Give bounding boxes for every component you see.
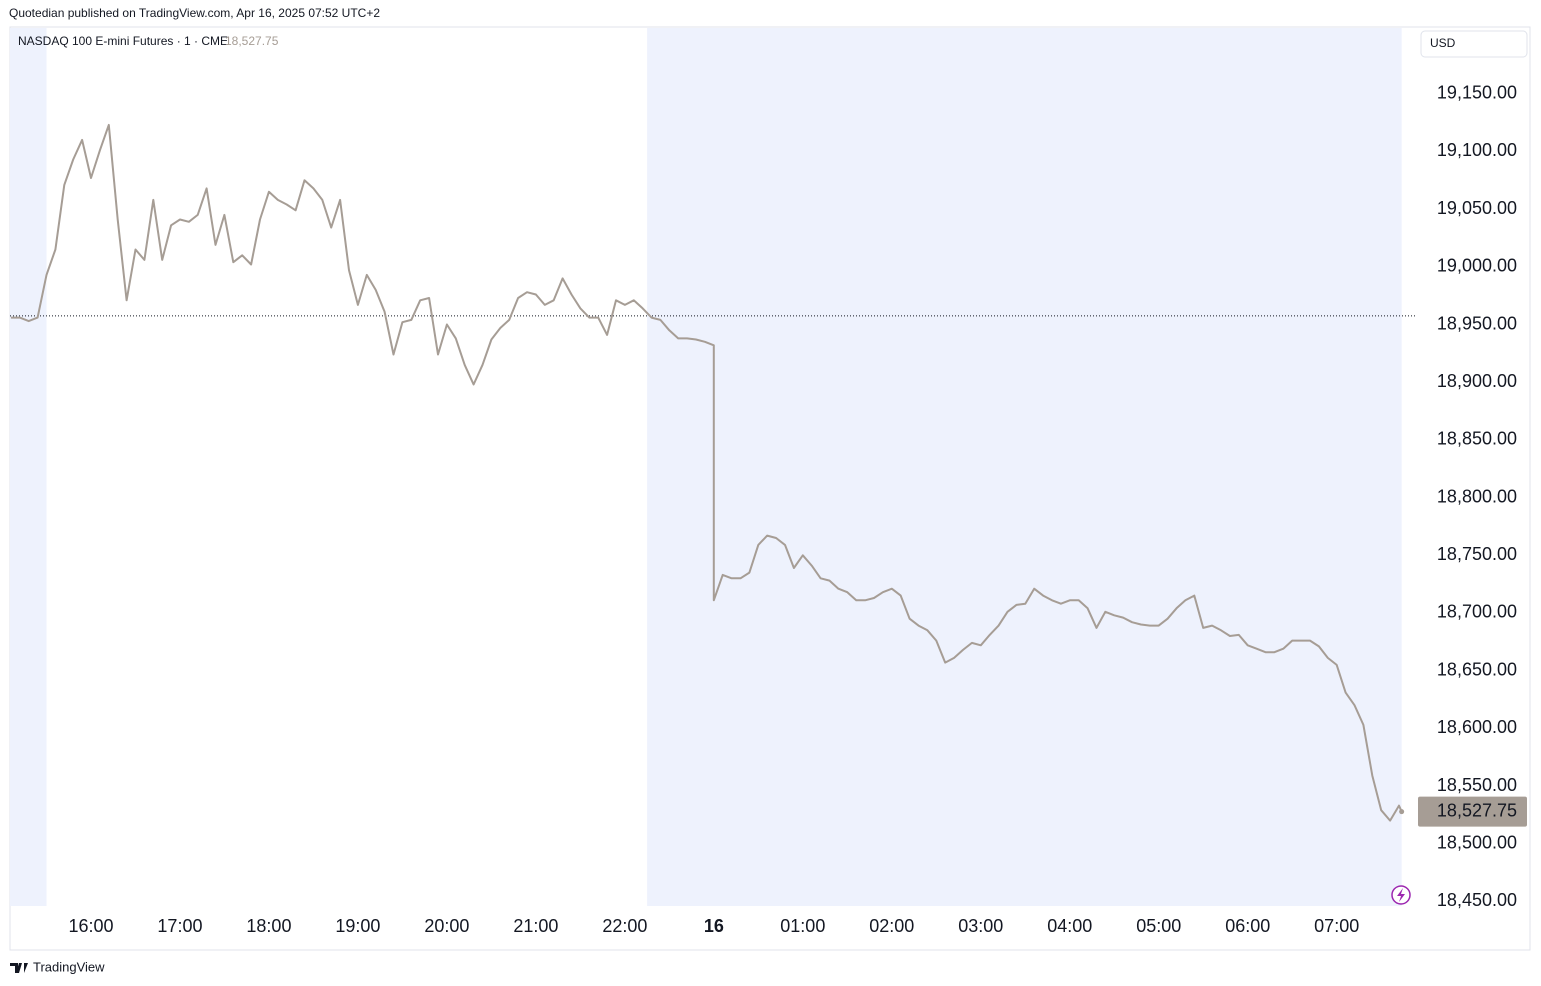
x-tick-label: 17:00 bbox=[157, 916, 202, 936]
x-tick-label: 20:00 bbox=[424, 916, 469, 936]
x-tick-label: 02:00 bbox=[869, 916, 914, 936]
x-tick-label: 19:00 bbox=[335, 916, 380, 936]
x-tick-label: 04:00 bbox=[1047, 916, 1092, 936]
y-tick-label: 18,650.00 bbox=[1437, 659, 1517, 679]
x-tick-label: 18:00 bbox=[246, 916, 291, 936]
last-price-label: 18,527.75 bbox=[1437, 800, 1517, 820]
x-tick-label: 21:00 bbox=[513, 916, 558, 936]
x-tick-label: 07:00 bbox=[1314, 916, 1359, 936]
y-tick-label: 18,850.00 bbox=[1437, 429, 1517, 449]
y-tick-label: 19,050.00 bbox=[1437, 198, 1517, 218]
y-tick-label: 18,550.00 bbox=[1437, 775, 1517, 795]
y-tick-label: 19,100.00 bbox=[1437, 140, 1517, 160]
y-tick-label: 18,500.00 bbox=[1437, 832, 1517, 852]
y-tick-label: 18,950.00 bbox=[1437, 313, 1517, 333]
y-tick-label: 18,900.00 bbox=[1437, 371, 1517, 391]
currency-label[interactable]: USD bbox=[1430, 36, 1456, 50]
session-shade bbox=[10, 28, 47, 906]
plot-area bbox=[10, 28, 1415, 906]
x-tick-label: 01:00 bbox=[780, 916, 825, 936]
price-line bbox=[10, 123, 1403, 822]
y-tick-label: 18,750.00 bbox=[1437, 544, 1517, 564]
x-tick-label: 16 bbox=[704, 916, 724, 936]
y-tick-label: 18,600.00 bbox=[1437, 717, 1517, 737]
y-tick-label: 19,000.00 bbox=[1437, 256, 1517, 276]
y-tick-label: 18,700.00 bbox=[1437, 602, 1517, 622]
x-tick-label: 05:00 bbox=[1136, 916, 1181, 936]
symbol-title: NASDAQ 100 E-mini Futures · 1 · CME bbox=[18, 34, 228, 48]
tradingview-logo bbox=[10, 963, 28, 973]
last-price-tag bbox=[1418, 796, 1527, 827]
x-tick-label: 16:00 bbox=[68, 916, 113, 936]
publish-caption: Quotedian published on TradingView.com, … bbox=[9, 6, 380, 20]
x-tick-label: 22:00 bbox=[602, 916, 647, 936]
alert-icon[interactable] bbox=[1391, 885, 1411, 905]
x-tick-label: 03:00 bbox=[958, 916, 1003, 936]
footer-brand: TradingView bbox=[33, 959, 105, 974]
last-price-dot bbox=[1399, 809, 1405, 815]
legend-last-price: 18,527.75 bbox=[225, 34, 279, 48]
y-tick-label: 19,150.00 bbox=[1437, 83, 1517, 103]
session-shade bbox=[647, 28, 1402, 906]
y-tick-label: 18,800.00 bbox=[1437, 486, 1517, 506]
currency-button[interactable] bbox=[1420, 30, 1528, 58]
y-tick-label: 18,450.00 bbox=[1437, 890, 1517, 910]
x-tick-label: 06:00 bbox=[1225, 916, 1270, 936]
